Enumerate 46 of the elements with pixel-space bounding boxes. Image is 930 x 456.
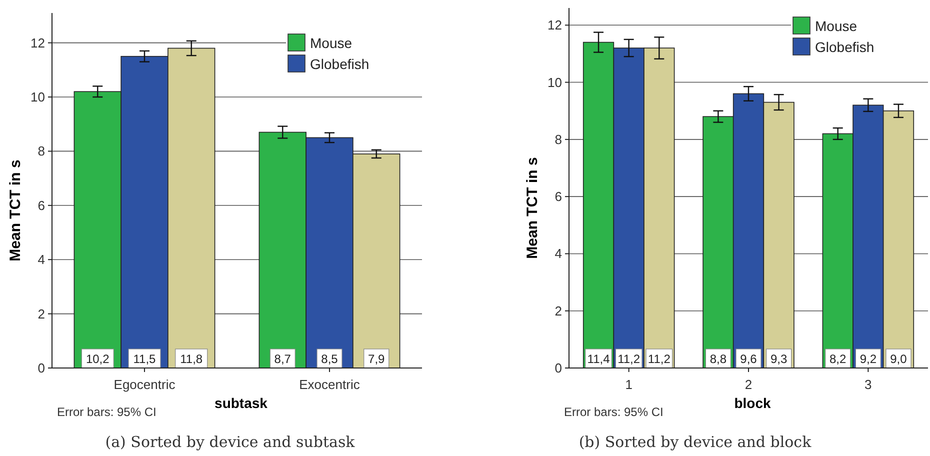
text: (b) Sorted by device and block bbox=[578, 433, 812, 451]
x-tick-label: Exocentric bbox=[299, 377, 360, 392]
y-tick-label: 12 bbox=[30, 35, 45, 50]
data-label: 11,2 bbox=[618, 352, 640, 366]
y-tick-label: 0 bbox=[554, 360, 562, 376]
text: Error bars: 95% CI bbox=[57, 405, 156, 419]
data-label: 8,8 bbox=[710, 352, 727, 366]
data-label: 11,8 bbox=[180, 352, 203, 366]
x-axis-title: subtask bbox=[214, 395, 268, 411]
y-tick-label: 10 bbox=[30, 90, 45, 105]
data-label: 10,2 bbox=[86, 352, 110, 366]
legend-label: Mouse bbox=[815, 18, 858, 34]
y-tick-label: 0 bbox=[38, 360, 45, 376]
data-label: 11,4 bbox=[587, 352, 610, 366]
y-tick-label: 12 bbox=[548, 18, 562, 33]
x-tick-label: 2 bbox=[744, 377, 752, 392]
data-label: 11,2 bbox=[648, 352, 671, 366]
text: (a) Sorted by device and subtask bbox=[105, 433, 356, 451]
y-tick-label: 2 bbox=[38, 306, 45, 322]
x-tick-label: 3 bbox=[864, 377, 872, 392]
y-axis-title: Mean TCT in s bbox=[7, 160, 24, 262]
data-label: 9,3 bbox=[770, 352, 788, 366]
y-tick-label: 4 bbox=[554, 246, 562, 262]
data-label: 8,5 bbox=[321, 352, 338, 366]
y-axis-title: Mean TCT in s bbox=[524, 157, 541, 259]
y-tick-label: 6 bbox=[38, 198, 45, 213]
y-tick-label: 2 bbox=[554, 303, 562, 318]
y-tick-label: 4 bbox=[38, 252, 45, 268]
legend-label: Globefish bbox=[310, 56, 370, 72]
data-label: 9,2 bbox=[860, 352, 877, 366]
x-tick-label: 1 bbox=[625, 377, 632, 392]
data-label: 9,6 bbox=[740, 352, 758, 366]
data-label: 9,0 bbox=[890, 352, 908, 366]
data-label: 7,9 bbox=[368, 352, 386, 366]
legend-label: Mouse bbox=[310, 35, 352, 51]
text: Error bars: 95% CI bbox=[564, 405, 664, 419]
y-tick-label: 8 bbox=[554, 132, 562, 147]
data-label: 8,7 bbox=[274, 352, 292, 366]
y-tick-label: 6 bbox=[554, 189, 562, 204]
legend-label: Globefish bbox=[815, 39, 874, 55]
y-tick-label: 10 bbox=[548, 74, 562, 90]
data-label: 11,5 bbox=[133, 352, 156, 366]
x-tick-label: Egocentric bbox=[114, 377, 176, 392]
y-tick-label: 8 bbox=[38, 144, 45, 159]
data-label: 8,2 bbox=[830, 352, 847, 366]
x-axis-title: block bbox=[734, 395, 771, 411]
